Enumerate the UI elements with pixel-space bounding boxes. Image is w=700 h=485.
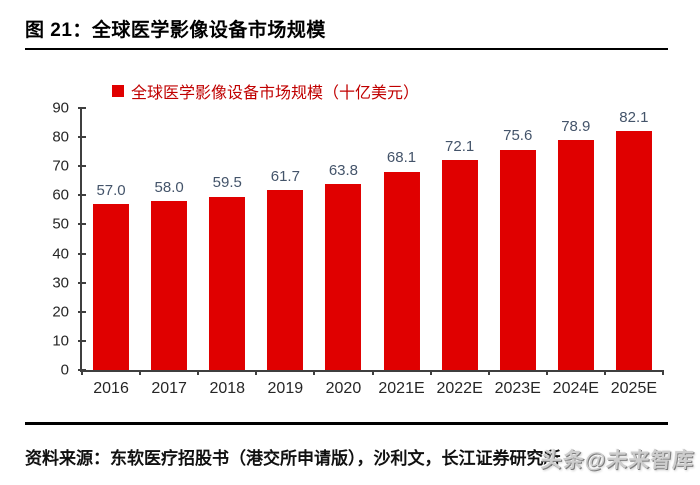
x-tick-mark (487, 370, 490, 375)
legend-label: 全球医学影像设备市场规模（十亿美元） (131, 85, 420, 102)
x-tick-mark (255, 370, 258, 375)
x-tick-label: 2025E (610, 380, 658, 397)
bar (441, 160, 478, 370)
bar (267, 190, 304, 370)
bar-value-label: 82.1 (619, 108, 649, 126)
watermark: 头条@未来智库 (539, 449, 695, 472)
bar-column: 78.9 2024E (547, 108, 605, 397)
bar-value-label: 63.8 (328, 161, 359, 179)
chart-legend: 全球医学影像设备市场规模（十亿美元） (112, 79, 419, 103)
bar (209, 196, 246, 370)
y-tick-label: 30 (52, 274, 69, 292)
x-tick-mark (197, 370, 200, 375)
footer-rule (25, 422, 668, 425)
bar-column: 57.0 2016 (82, 108, 140, 397)
bar (557, 140, 594, 370)
bar (151, 201, 188, 370)
x-tick-label: 2018 (209, 380, 246, 397)
bar-column: 68.1 2021E (372, 108, 430, 397)
plot-area: 0 10 20 30 40 50 60 70 80 90 57.0 2016 58.0 2017 59.5 2… (52, 101, 664, 397)
y-tick-mark (78, 136, 86, 139)
bar-column: 61.7 2019 (256, 108, 314, 397)
y-tick-label: 70 (52, 157, 69, 175)
y-tick-label: 20 (52, 303, 69, 321)
x-tick-mark (81, 370, 83, 375)
y-tick-mark (78, 310, 86, 313)
bar-column: 72.1 2022E (431, 108, 489, 397)
legend-marker (112, 85, 124, 97)
bar (93, 204, 130, 370)
title-underline (25, 48, 668, 50)
bar-column: 59.5 2018 (198, 108, 256, 397)
x-tick-mark (545, 370, 548, 375)
x-tick-mark (662, 370, 664, 375)
y-tick-label: 60 (52, 186, 69, 204)
y-tick-label: 0 (60, 361, 69, 379)
y-tick-label: 10 (52, 332, 69, 350)
bar-column: 82.1 2025E (605, 108, 663, 397)
y-tick-mark (78, 339, 86, 342)
bar-value-label: 78.9 (561, 117, 591, 135)
bar (499, 149, 536, 370)
x-tick-mark (313, 370, 316, 375)
bar-value-label: 68.1 (386, 149, 417, 167)
figure-title: 图 21：全球医学影像设备市场规模 (25, 20, 326, 41)
bar-value-label: 72.1 (445, 137, 475, 155)
bar-column: 75.6 2023E (489, 108, 547, 397)
bar (383, 171, 420, 370)
y-tick-mark (78, 194, 86, 197)
x-tick-label: 2023E (494, 380, 541, 397)
bars-row: 57.0 2016 58.0 2017 59.5 2018 61.7 2019 63.8 2020… (82, 108, 663, 397)
x-tick-mark (139, 370, 142, 375)
x-tick-label: 2017 (151, 380, 187, 397)
bar-value-label: 61.7 (270, 167, 300, 185)
y-tick-label: 90 (52, 99, 69, 117)
x-tick-label: 2020 (325, 380, 362, 397)
source-note: 资料来源：东软医疗招股书（港交所申请版），沙利文，长江证券研究所 (25, 449, 561, 468)
y-tick-label: 50 (52, 215, 69, 233)
y-tick-mark (78, 165, 86, 168)
bar-value-label: 57.0 (96, 181, 126, 199)
y-tick-label: 80 (52, 128, 69, 146)
x-tick-label: 2024E (552, 380, 599, 397)
bar (615, 131, 652, 370)
bar-value-label: 59.5 (212, 174, 242, 192)
bar (325, 184, 362, 370)
x-tick-mark (429, 370, 432, 375)
bar-column: 63.8 2020 (314, 108, 372, 397)
bar-column: 58.0 2017 (140, 108, 198, 397)
y-tick-mark (78, 281, 86, 284)
y-tick-label: 40 (52, 245, 69, 263)
x-tick-mark (371, 370, 374, 375)
x-tick-label: 2022E (436, 380, 483, 397)
y-tick-mark (78, 223, 86, 226)
bar-value-label: 58.0 (154, 178, 184, 196)
y-tick-mark (78, 107, 86, 109)
bar-value-label: 75.6 (503, 127, 533, 145)
y-tick-mark (78, 252, 86, 255)
x-tick-label: 2019 (267, 380, 304, 397)
x-tick-mark (603, 370, 606, 375)
x-tick-label: 2021E (378, 380, 425, 397)
x-tick-label: 2016 (93, 380, 129, 397)
